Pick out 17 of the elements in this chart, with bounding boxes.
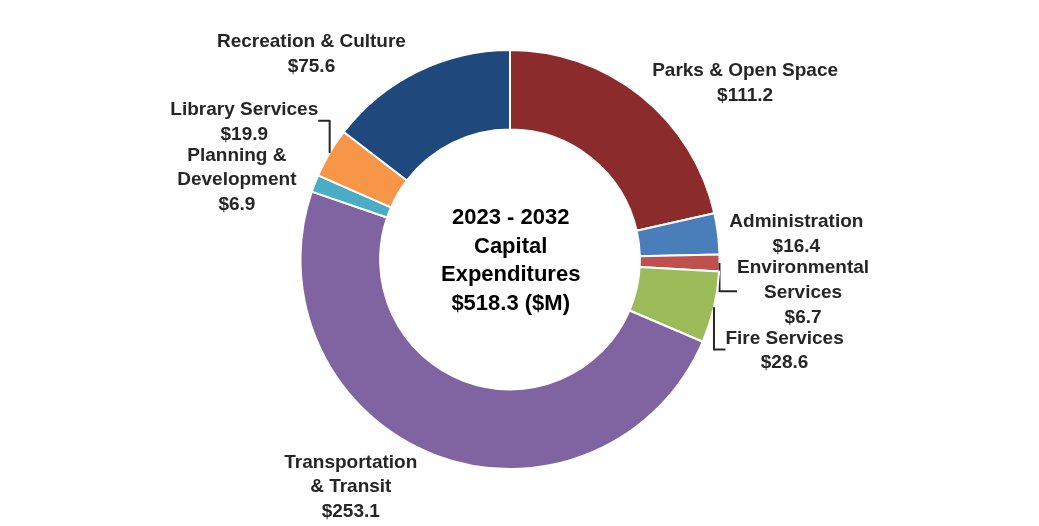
text: 2023 - 2032 Capital Expenditures $518.3 ($M): [441, 204, 581, 315]
data-label: $19.9: [220, 122, 269, 144]
slice-label: Parks & Open Space: [652, 58, 839, 80]
slice-label: Transportation & Transit: [284, 450, 418, 497]
data-label: $16.4: [772, 235, 821, 257]
data-label: $75.6: [287, 55, 336, 77]
slice-label: Library Services: [170, 97, 319, 119]
data-label: $253.1: [321, 499, 381, 521]
slice-label: Planning & Development: [177, 143, 298, 190]
data-label: $28.6: [760, 351, 809, 373]
slice-label: Administration: [729, 210, 864, 232]
data-label: $6.9: [218, 193, 256, 215]
data-label: $111.2: [717, 83, 774, 105]
slice-label: Environmental Services: [737, 256, 870, 302]
data-label: $6.7: [784, 305, 822, 327]
slice-label: Recreation & Culture: [216, 30, 406, 52]
slice-label: Fire Services: [725, 326, 844, 348]
